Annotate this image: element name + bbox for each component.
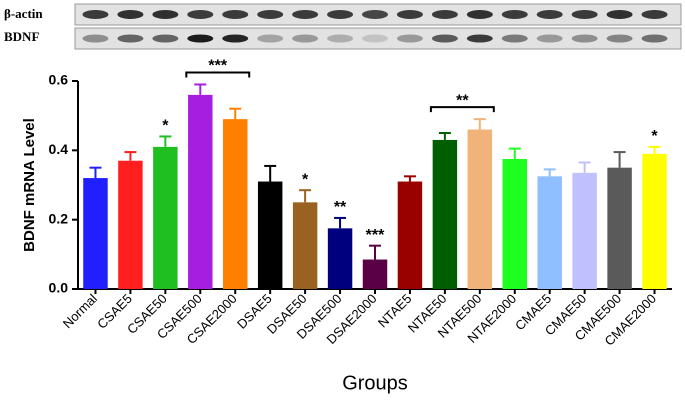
- blot-band: [362, 34, 388, 43]
- blot-band: [431, 34, 458, 43]
- blot-band: [222, 10, 249, 19]
- blot-band: [117, 10, 144, 19]
- y-tick-label: 0.4: [49, 141, 69, 157]
- blot-band: [292, 10, 319, 19]
- bar: [397, 181, 423, 289]
- bar: [83, 178, 108, 289]
- blot-band: [222, 34, 249, 43]
- blot-label: BDNF: [4, 29, 39, 44]
- blot-band: [152, 34, 179, 43]
- blot-band: [606, 34, 633, 43]
- significance: *: [302, 171, 309, 188]
- blot-band: [82, 34, 109, 43]
- blot-band: [641, 10, 668, 19]
- blot-band: [466, 10, 493, 19]
- blot-bands: [82, 10, 668, 43]
- bar: [537, 176, 562, 289]
- y-axis-title: BDNF mRNA Level: [21, 118, 38, 252]
- bar: [607, 167, 632, 289]
- bar: [188, 94, 213, 289]
- blot-band: [152, 10, 179, 19]
- y-tick-label: 0.6: [49, 72, 69, 88]
- y-tick-label: 0.2: [49, 210, 69, 226]
- blot-band: [327, 10, 354, 19]
- significance-bracket: [429, 106, 495, 113]
- bar: [467, 129, 493, 289]
- blot-label: β-actin: [4, 6, 43, 21]
- bar: [292, 202, 318, 289]
- bar: [257, 181, 283, 289]
- x-axis-title: Groups: [342, 372, 408, 394]
- blot-band: [536, 10, 563, 19]
- blot-band: [641, 34, 668, 43]
- significance: **: [334, 199, 347, 216]
- bar: [153, 146, 178, 289]
- bar: [432, 139, 458, 289]
- blot-band: [501, 10, 528, 19]
- blot-band: [571, 10, 598, 19]
- blot-band: [187, 10, 214, 19]
- blot-band: [396, 10, 423, 19]
- y-tick-label: 0.0: [49, 280, 69, 296]
- blot-band: [362, 10, 388, 19]
- significance: ***: [208, 58, 227, 75]
- significance: *: [651, 128, 658, 145]
- bar: [362, 259, 388, 289]
- significance: *: [162, 118, 169, 135]
- significance-bracket: [185, 71, 251, 78]
- significance: ***: [366, 227, 385, 244]
- x-tick-label: Normal: [60, 291, 100, 331]
- blot-band: [257, 34, 284, 43]
- blot-strip: [74, 27, 682, 50]
- significance: **: [456, 92, 469, 109]
- blot-band: [606, 10, 633, 19]
- bar: [642, 153, 667, 289]
- blot-band: [327, 34, 354, 43]
- blot-band: [431, 10, 458, 19]
- bar: [327, 228, 353, 289]
- blot-band: [82, 10, 109, 19]
- bar: [223, 119, 248, 289]
- bar: [502, 159, 527, 289]
- blot-band: [187, 34, 214, 43]
- blot-band: [501, 34, 528, 43]
- blot-band: [536, 34, 563, 43]
- bar: [572, 172, 597, 289]
- blot-band: [466, 34, 493, 43]
- blot-band: [571, 34, 598, 43]
- blot-band: [292, 34, 319, 43]
- blot-band: [257, 10, 284, 19]
- bar: [118, 160, 143, 289]
- blot-band: [117, 34, 144, 43]
- blot-band: [396, 34, 423, 43]
